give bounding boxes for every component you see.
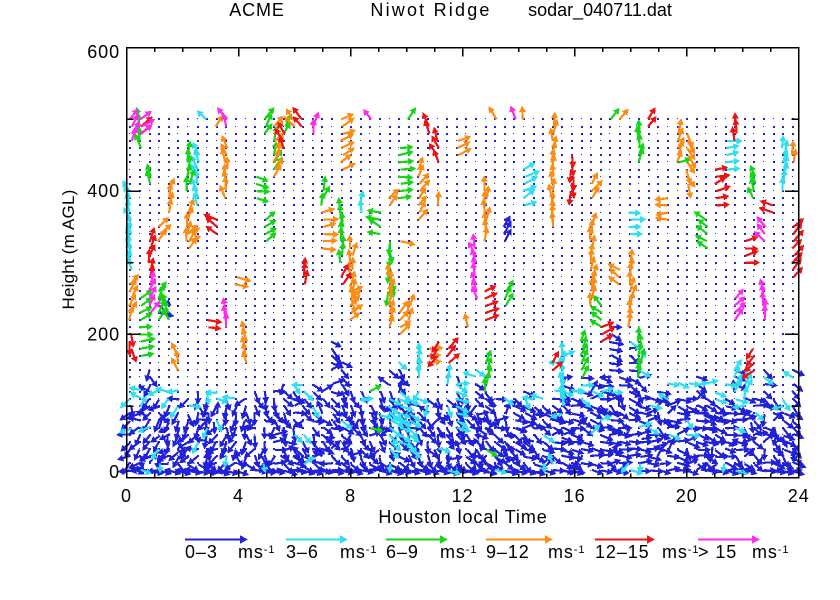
- svg-text:3–6: 3–6: [286, 542, 319, 562]
- svg-text:200: 200: [87, 325, 120, 345]
- svg-text:20: 20: [676, 486, 698, 506]
- svg-text:16: 16: [564, 486, 586, 506]
- svg-text:9–12: 9–12: [486, 542, 530, 562]
- svg-text:Houston local Time: Houston local Time: [378, 507, 547, 527]
- svg-text:6–9: 6–9: [386, 542, 419, 562]
- svg-text:Niwot Ridge: Niwot Ridge: [370, 0, 491, 20]
- svg-text:400: 400: [87, 181, 120, 201]
- svg-text:12–15: 12–15: [595, 542, 650, 562]
- svg-text:0–3: 0–3: [185, 542, 218, 562]
- svg-text:4: 4: [233, 486, 244, 506]
- svg-text:600: 600: [87, 42, 120, 62]
- svg-text:> 15: > 15: [698, 542, 737, 562]
- svg-text:8: 8: [345, 486, 356, 506]
- svg-text:ACME: ACME: [229, 0, 285, 20]
- svg-text:12: 12: [452, 486, 474, 506]
- svg-text:sodar_040711.dat: sodar_040711.dat: [528, 0, 672, 21]
- svg-text:24: 24: [788, 486, 810, 506]
- svg-text:0: 0: [121, 486, 132, 506]
- svg-text:Height (m AGL): Height (m AGL): [59, 190, 78, 310]
- svg-text:0: 0: [109, 462, 120, 482]
